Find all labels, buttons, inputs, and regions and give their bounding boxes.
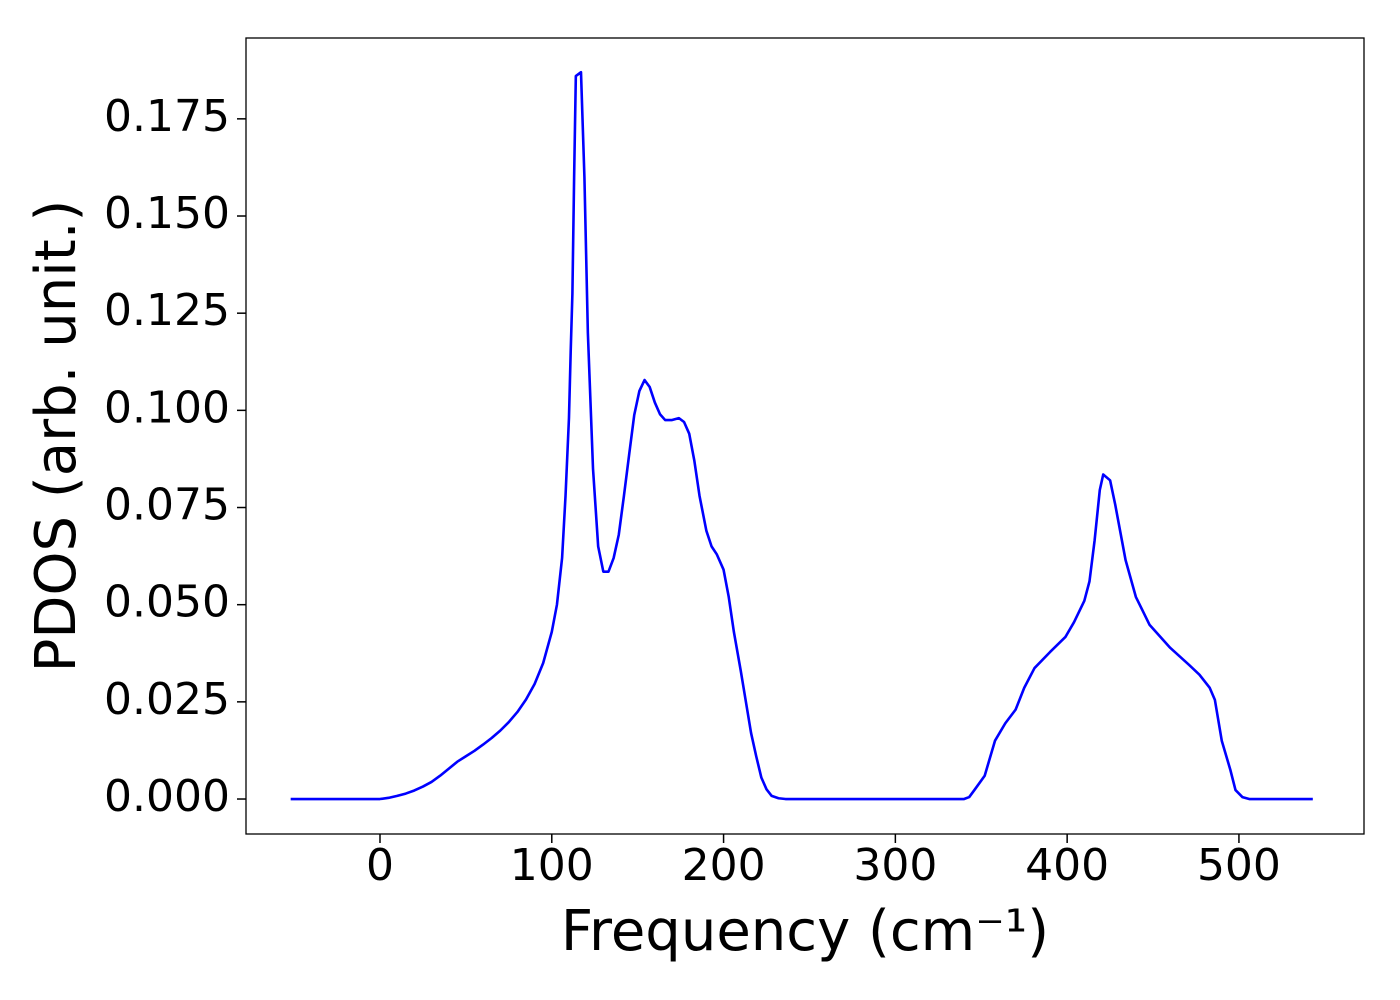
- x-tick-label: 300: [853, 840, 937, 891]
- x-tick-label: 0: [366, 840, 394, 891]
- x-tick-label: 200: [682, 840, 766, 891]
- y-tick-label: 0.150: [104, 188, 230, 239]
- y-tick-label: 0.075: [104, 480, 230, 531]
- y-tick-label: 0.125: [104, 285, 230, 336]
- x-tick-label: 400: [1025, 840, 1109, 891]
- x-tick-label: 500: [1197, 840, 1281, 891]
- y-tick-label: 0.100: [104, 382, 230, 433]
- y-tick-label: 0.025: [104, 674, 230, 725]
- y-tick-label: 0.000: [104, 771, 230, 822]
- y-tick-label: 0.050: [104, 577, 230, 628]
- y-tick-label: 0.175: [104, 91, 230, 142]
- x-tick-label: 100: [510, 840, 594, 891]
- y-axis-label: PDOS (arb. unit.): [24, 200, 89, 673]
- plot-frame: [245, 37, 1365, 835]
- data-line: [290, 70, 1313, 801]
- x-axis-label: Frequency (cm⁻¹): [561, 899, 1049, 964]
